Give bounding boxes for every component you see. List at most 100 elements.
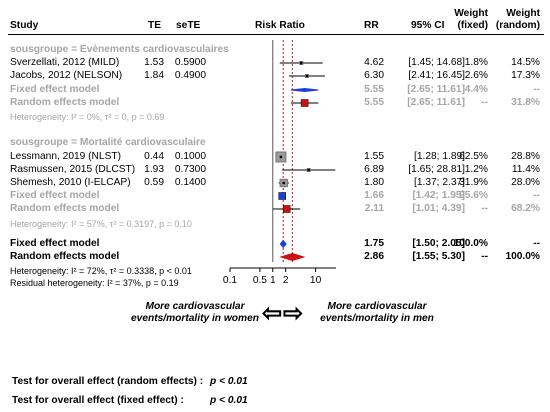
study-point-center [282, 181, 285, 185]
subgroup-heterogeneity: Heterogeneity: I² = 57%, τ² = 0.3197, p … [10, 219, 192, 229]
residual-heterogeneity: Residual heterogeneity: I² = 37%, p = 0.… [10, 278, 179, 288]
study-sete: 0.5900 [174, 57, 206, 68]
study-sete: 0.7300 [174, 164, 206, 175]
overall-fixed-weight-fixed: 100.0% [453, 238, 488, 249]
study-ci: [1.65; 28.81] [408, 164, 465, 175]
study-weight-random: 14.5% [511, 57, 540, 68]
test-fixed-value: p < 0.01 [210, 395, 248, 406]
overall-random-rr: 2.86 [364, 251, 384, 262]
study-te: 1.53 [144, 57, 164, 68]
study-weight-random: 28.0% [511, 177, 540, 188]
x-tick-label: 2 [283, 275, 289, 286]
subgroup-random-ci: [2.65; 11.61] [407, 97, 465, 108]
subgroup-fixed-diamond [290, 87, 319, 93]
study-rr: 1.55 [364, 151, 384, 162]
arrow-left-icon: ⇦ [262, 300, 283, 327]
overall-fixed-ci: [1.50; 2.05] [412, 238, 465, 249]
subgroup-random-ci: [1.01; 4.39] [412, 203, 465, 214]
study-weight-fixed: 31.9% [459, 177, 488, 188]
study-te: 0.44 [144, 151, 164, 162]
subgroup-fixed-label: Fixed effect model [10, 84, 100, 95]
header-sete: seTE [176, 20, 201, 31]
header-rr: RR [364, 20, 379, 31]
subgroup-fixed-point [278, 192, 286, 200]
overall-random-weight-random: 100.0% [505, 251, 540, 262]
header-rule [8, 34, 544, 35]
study-sete: 0.1000 [174, 151, 206, 162]
header-study: Study [10, 20, 39, 31]
overall-random-weight-fixed: -- [481, 251, 488, 262]
subgroup-random-point [300, 99, 309, 107]
study-weight-random: 17.3% [511, 70, 540, 81]
test-fixed-label: Test for overall effect (fixed effect) : [12, 395, 184, 406]
study-rr: 6.30 [364, 70, 384, 81]
study-weight-random: 11.4% [511, 164, 540, 175]
favours-women-label: More cardiovascular events/mortality in … [131, 301, 259, 324]
subgroup-fixed-weight-random: -- [533, 190, 540, 201]
subgroup-random-label: Random effects model [10, 97, 120, 108]
header-weight-random-2: (random) [495, 20, 540, 31]
overall-random-label: Random effects model [10, 251, 120, 262]
subgroup-fixed-rr: 5.55 [364, 84, 384, 95]
overall-fixed-rr: 1.75 [364, 238, 384, 249]
subgroup-fixed-rr: 1.66 [364, 190, 384, 201]
subgroup-random-rr: 5.55 [364, 97, 384, 108]
study-te: 1.84 [144, 70, 164, 81]
study-name: Rasmussen, 2015 (DLCST) [10, 164, 136, 175]
x-tick-label: 10 [310, 275, 322, 286]
overall-heterogeneity: Heterogeneity: I² = 72%, τ² = 0.3338, p … [10, 266, 192, 276]
subgroup-random-label: Random effects model [10, 203, 120, 214]
x-tick-label: 0.1 [223, 275, 237, 286]
study-point-center [300, 61, 303, 65]
subgroup-fixed-label: Fixed effect model [10, 190, 100, 201]
study-te: 0.59 [144, 177, 164, 188]
header-weight-random-1: Weight [506, 8, 540, 19]
subgroup-random-weight-random: 68.2% [511, 203, 540, 214]
subgroup-fixed-ci: [1.42; 1.95] [412, 190, 465, 201]
group-title: sousgroupe = Mortalité cardiovasculaire [10, 137, 206, 148]
study-weight-fixed: 1.8% [464, 57, 488, 68]
subgroup-heterogeneity: Heterogeneity: I² = 0%, τ² = 0, p = 0.69 [10, 112, 165, 122]
study-name: Lessmann, 2019 (NLST) [10, 151, 121, 162]
study-point-center [307, 168, 310, 172]
subgroup-fixed-weight-fixed: 95.6% [459, 190, 488, 201]
subgroup-random-weight-fixed: -- [481, 203, 488, 214]
favours-men-label: More cardiovascular events/mortality in … [320, 301, 434, 324]
subgroup-random-weight-random: 31.8% [511, 97, 540, 108]
study-sete: 0.4900 [174, 70, 206, 81]
header-ci: 95% CI [411, 20, 445, 31]
study-weight-random: 28.8% [511, 151, 540, 162]
study-weight-fixed: 62.5% [459, 151, 488, 162]
study-ci: [1.28; 1.89] [414, 151, 465, 162]
study-rr: 1.80 [364, 177, 384, 188]
study-ci: [2.41; 16.45] [408, 70, 465, 81]
x-tick-label: 1 [270, 275, 276, 286]
subgroup-fixed-ci: [2.65; 11.61] [407, 84, 465, 95]
overall-fixed-label: Fixed effect model [10, 238, 100, 249]
subgroup-random-weight-fixed: -- [481, 97, 488, 108]
study-weight-fixed: 2.6% [464, 70, 488, 81]
study-weight-fixed: 1.2% [464, 164, 488, 175]
study-name: Jacobs, 2012 (NELSON) [10, 70, 123, 81]
study-te: 1.93 [144, 164, 164, 175]
header-risk-ratio: Risk Ratio [255, 20, 305, 31]
overall-random-ci: [1.55; 5.30] [412, 251, 465, 262]
overall-random-diamond [279, 252, 306, 262]
study-point-center [305, 74, 309, 78]
subgroup-random-rr: 2.11 [364, 203, 384, 214]
arrow-right-icon: ⇨ [283, 300, 304, 327]
header-weight-fixed-1: Weight [454, 8, 488, 19]
x-tick-label: 0.5 [253, 275, 267, 286]
study-ci: [1.45; 14.68] [408, 57, 465, 68]
group-title: sousgroupe = Evènements cardiovasculaire… [10, 44, 229, 55]
study-point-center [279, 155, 283, 159]
study-rr: 6.89 [364, 164, 384, 175]
study-sete: 0.1400 [174, 177, 206, 188]
study-name: Sverzellati, 2012 (MILD) [10, 57, 120, 68]
test-random-value: p < 0.01 [210, 376, 248, 387]
test-random-label: Test for overall effect (random effects)… [12, 376, 204, 387]
study-ci: [1.37; 2.37] [414, 177, 465, 188]
subgroup-fixed-weight-fixed: 4.4% [464, 84, 488, 95]
subgroup-random-point [282, 205, 291, 213]
